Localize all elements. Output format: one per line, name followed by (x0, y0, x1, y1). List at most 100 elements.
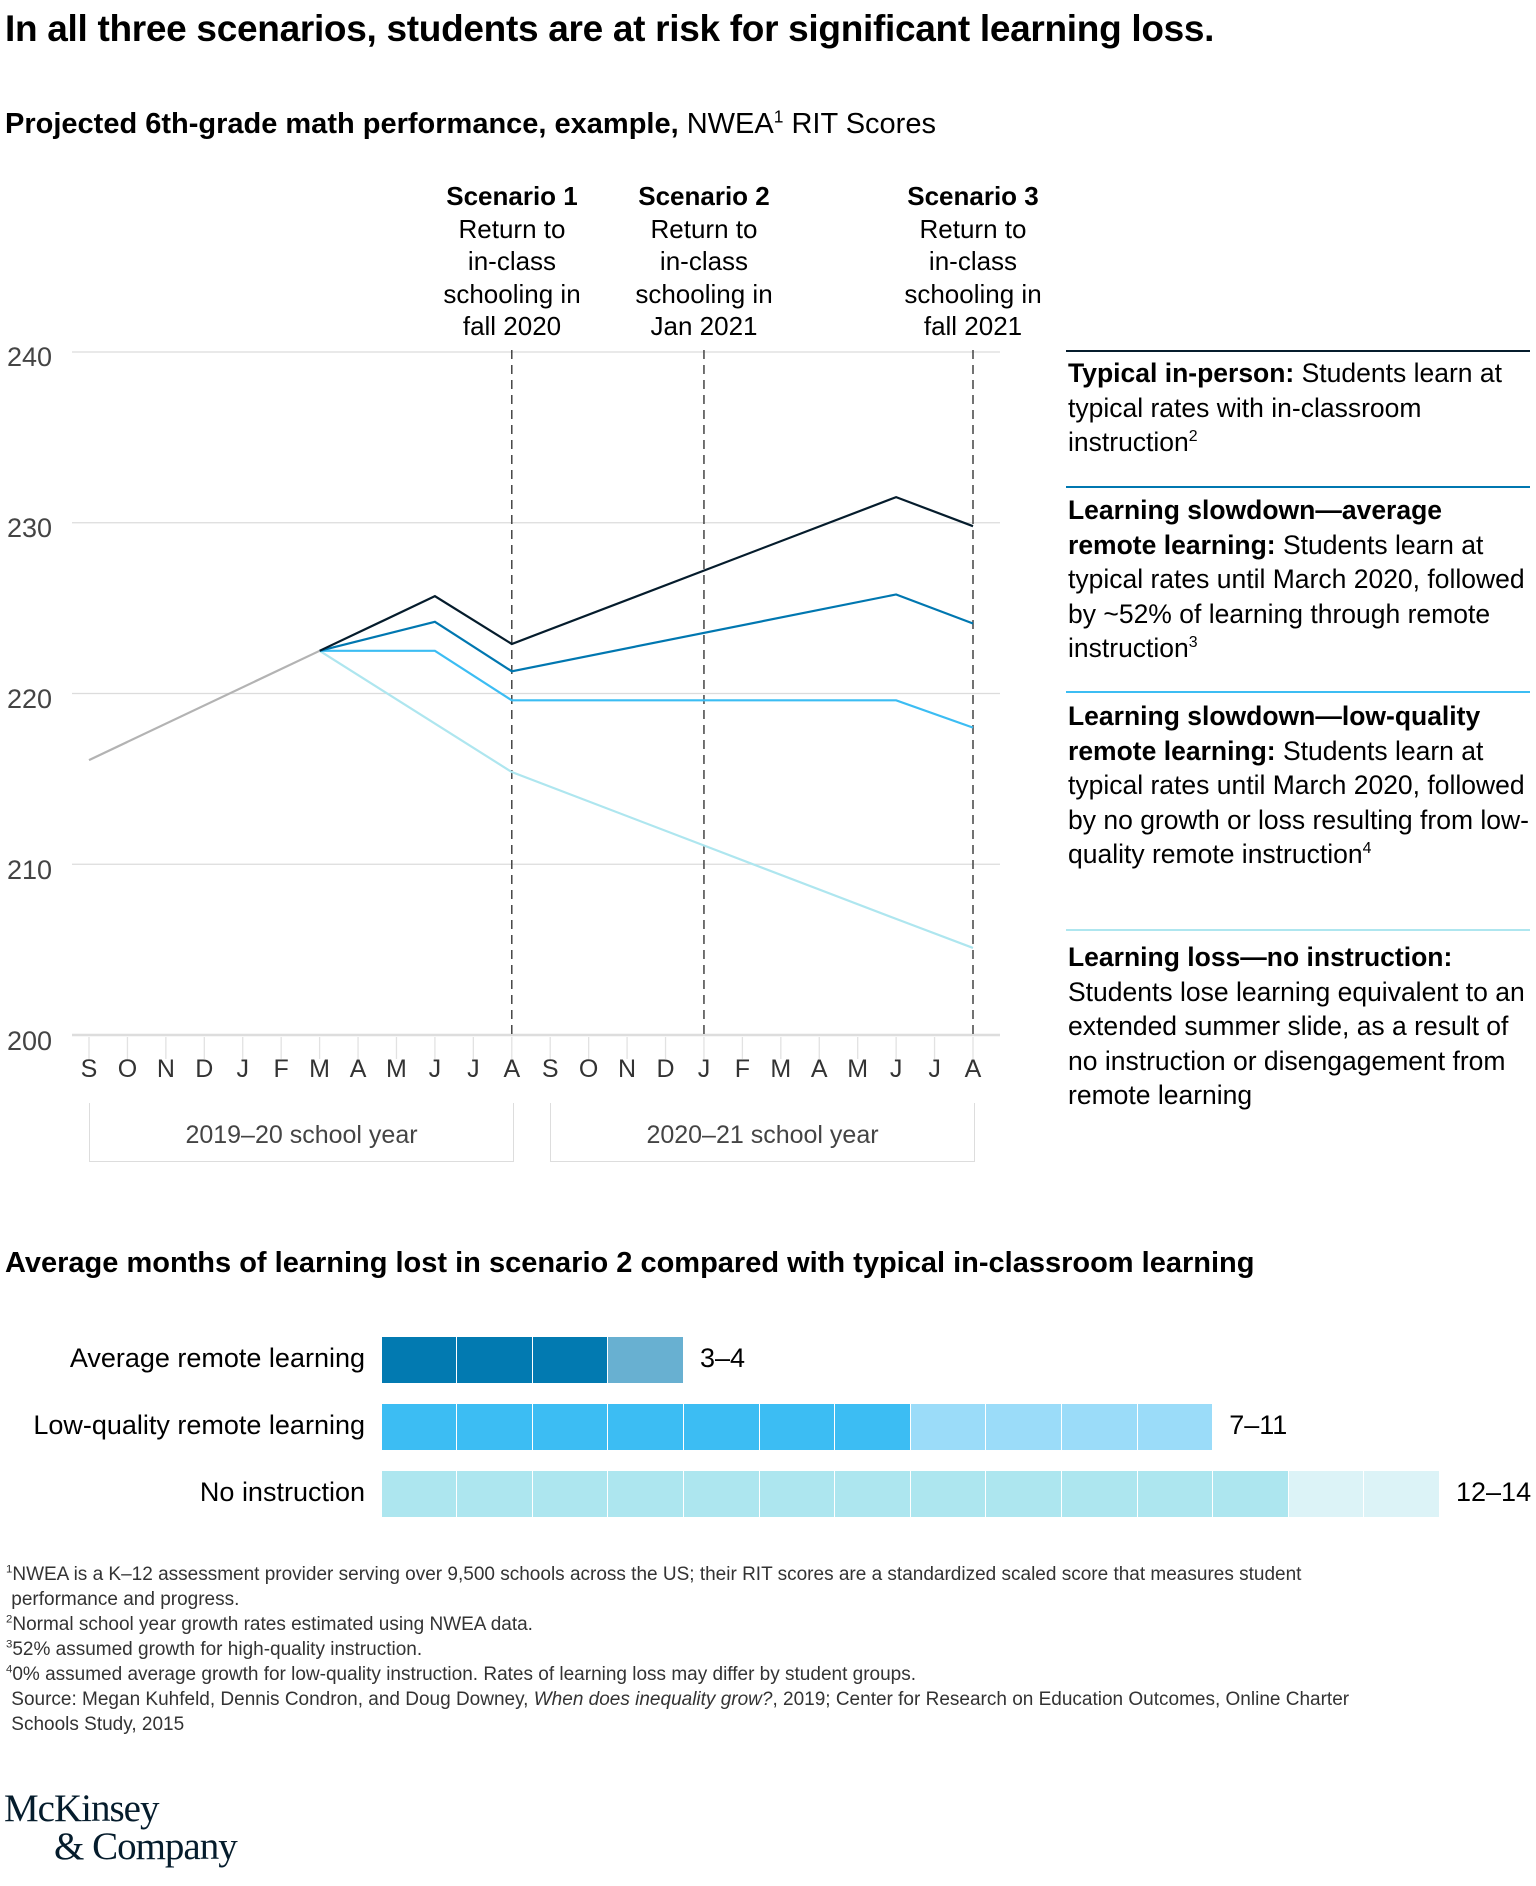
y-tick-label: 200 (6, 1026, 52, 1056)
x-tick-label: A (349, 1055, 367, 1083)
x-tick-label: D (195, 1055, 214, 1083)
scenario-line: Return to (458, 213, 566, 244)
legend-title: Learning slowdown—low-quality remote lea… (1068, 701, 1481, 766)
x-tick-label: S (541, 1055, 559, 1083)
subtitle-text: RIT Scores (791, 108, 936, 140)
scenario-1-label: Scenario 1 Return to in-class schooling in f… (412, 180, 612, 343)
scenario-2-label: Scenario 2 Return to in-class schooling in J… (604, 180, 804, 343)
footnote-ref: 1 (773, 106, 784, 127)
bar-cell-min (457, 1404, 532, 1450)
footnote: 2Normal school year growth rates estimat… (6, 1612, 1506, 1637)
footnote-number: 3 (6, 1638, 13, 1651)
school-year-2020-21: 2020–21 school year (550, 1103, 975, 1162)
bar-cell-range (1288, 1471, 1364, 1517)
bar-cell-min (684, 1471, 759, 1517)
footnote-text: performance and progress. (6, 1589, 240, 1610)
legend-typical: Typical in-person: Students learn at typ… (1068, 356, 1530, 460)
source-title: When does inequality grow? (533, 1689, 773, 1710)
footnote-ref: 2 (1188, 428, 1198, 446)
legend-text: Students lose learning equivalent to an … (1068, 976, 1525, 1111)
x-tick-label: N (156, 1055, 175, 1083)
footnote: performance and progress. (6, 1587, 1506, 1612)
bar-cell-min (381, 1337, 457, 1383)
subtitle-bold: Projected 6th-grade math performance, ex… (5, 108, 679, 140)
x-tick-label: A (503, 1055, 521, 1083)
legend-average-remote: Learning slowdown—average remote learnin… (1068, 493, 1530, 666)
y-tick-label: 230 (6, 513, 52, 543)
bar-cell-range (608, 1337, 683, 1383)
scenario-line: schooling in (443, 278, 581, 309)
legend-text: Students learn at typical rates with in-… (1068, 358, 1502, 457)
bar-cell-min (759, 1404, 835, 1450)
source-text: Schools Study, 2015 (6, 1714, 185, 1735)
bar-cell-min (1062, 1471, 1137, 1517)
logo-line: & Company (54, 1825, 238, 1868)
footnote-text: NWEA is a K–12 assessment provider servi… (12, 1564, 1302, 1585)
source-note: Source: Megan Kuhfeld, Dennis Condron, a… (6, 1687, 1506, 1712)
legend-title: Typical in-person: (1068, 358, 1295, 388)
logo-line: McKinsey (4, 1787, 159, 1830)
footnote-text: Normal school year growth rates estimate… (12, 1614, 533, 1635)
bar-cell-range (1062, 1404, 1137, 1450)
x-tick-label: M (770, 1055, 792, 1083)
scenario-line: in-class (928, 246, 1018, 276)
bar-value-label: 7–11 (1229, 1410, 1288, 1440)
x-tick-label: F (734, 1055, 751, 1083)
footnote-text: 0% assumed average growth for low-qualit… (12, 1664, 917, 1685)
x-tick-label: O (578, 1055, 599, 1083)
bar-cell-min (608, 1404, 683, 1450)
x-tick-label: J (236, 1055, 249, 1083)
scenario-line: schooling in (635, 278, 773, 309)
footnote-number: 1 (6, 1563, 13, 1576)
x-tick-label: A (964, 1055, 982, 1083)
source-text: Source: Megan Kuhfeld, Dennis Condron, a… (6, 1689, 534, 1710)
bar-cell-min (608, 1471, 683, 1517)
x-tick-label: O (117, 1055, 138, 1083)
series-line (319, 593, 974, 673)
scenario-line: fall 2021 (923, 311, 1023, 341)
bar-cell-min (1137, 1471, 1213, 1517)
scenario-line: Return to (650, 213, 758, 244)
x-tick-label: J (889, 1055, 903, 1083)
x-tick-label: M (309, 1055, 330, 1083)
bar-cell-range (1137, 1404, 1213, 1450)
footnote-number: 4 (6, 1663, 13, 1676)
x-tick-label: M (386, 1055, 407, 1083)
legend-text: Students learn at typical rates until Ma… (1068, 735, 1529, 870)
y-tick-label: 210 (6, 855, 52, 885)
scenario-line: fall 2020 (462, 311, 562, 341)
source-note: Schools Study, 2015 (6, 1712, 1506, 1737)
legend-text: Students learn at typical rates until Ma… (1068, 529, 1525, 664)
subtitle-text: NWEA (686, 108, 774, 140)
legend-divider (1066, 691, 1530, 693)
x-tick-label: M (847, 1055, 869, 1083)
bar-cell-min (457, 1471, 532, 1517)
bar-cell-range (910, 1404, 986, 1450)
legend-divider (1066, 929, 1530, 931)
bar-cell-range (986, 1404, 1061, 1450)
bar-cell-min (532, 1337, 608, 1383)
bar-cell-range (1364, 1471, 1439, 1517)
legend-title: Learning slowdown—average remote learnin… (1068, 495, 1443, 560)
footnote-text: 52% assumed growth for high-quality inst… (12, 1639, 423, 1660)
series-line (319, 649, 974, 729)
x-tick-label: S (80, 1055, 98, 1083)
bar-cell-min (759, 1471, 835, 1517)
scenario-line: schooling in (904, 278, 1042, 309)
bar-cell-min (381, 1471, 457, 1517)
series-line (319, 495, 974, 652)
x-tick-label: N (618, 1055, 637, 1083)
bar-cell-min (684, 1404, 759, 1450)
scenario-name: Scenario 3 (907, 181, 1039, 211)
series-line (88, 649, 321, 762)
x-tick-label: J (428, 1055, 442, 1083)
legend-divider (1066, 350, 1530, 352)
series-line (319, 649, 974, 949)
bar-category-label: No instruction (199, 1477, 365, 1507)
bar-value-label: 12–14 (1456, 1477, 1532, 1507)
x-tick-label: A (810, 1055, 828, 1083)
bar-cell-min (532, 1471, 608, 1517)
legend-no-instruction: Learning loss—no instruction: Students l… (1068, 940, 1530, 1113)
footnote: 352% assumed growth for high-quality ins… (6, 1637, 1506, 1662)
